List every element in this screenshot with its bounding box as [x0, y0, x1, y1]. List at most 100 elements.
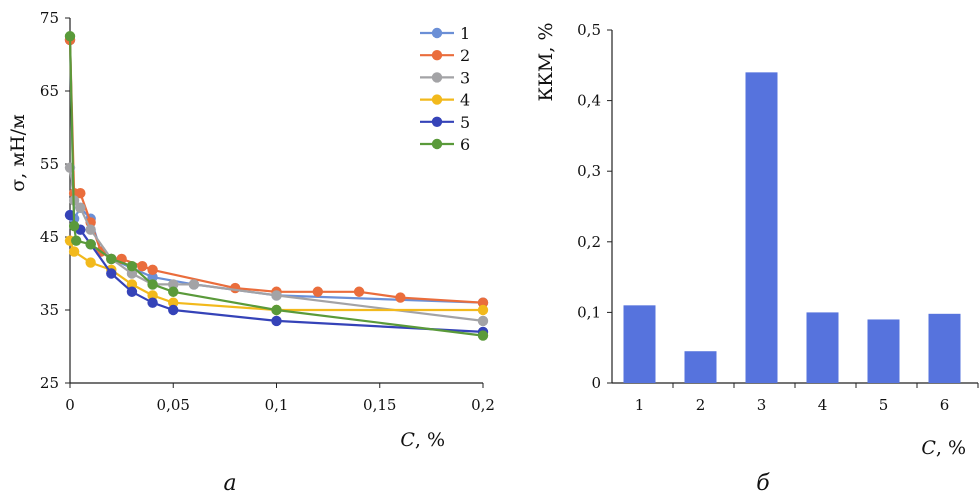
x-axis-unit: , % [936, 437, 966, 459]
legend-label: 1 [460, 24, 470, 43]
legend-marker [431, 138, 443, 150]
series-line [68, 36, 484, 337]
y-tick-label: 0,1 [577, 303, 601, 321]
y-tick-label: 0,2 [577, 233, 601, 251]
bar-6 [928, 313, 961, 383]
data-point [147, 297, 158, 308]
data-point [85, 257, 96, 268]
legend-marker [431, 27, 443, 39]
y-tick-label: 0,5 [577, 21, 601, 39]
data-point [64, 209, 76, 221]
y-tick-label: 45 [40, 228, 59, 246]
data-point [168, 279, 179, 290]
data-point [312, 286, 323, 297]
panel-label: а [223, 471, 236, 496]
y-tick-label: 0 [591, 374, 601, 392]
data-point [68, 246, 80, 257]
data-point [75, 202, 86, 213]
data-point [70, 235, 82, 246]
data-point [230, 282, 241, 294]
data-point [271, 304, 282, 316]
legend-marker [431, 116, 443, 128]
x-axis-label: C, % [400, 429, 445, 451]
data-point [106, 268, 117, 279]
data-point [147, 279, 158, 290]
line-chart-series [64, 31, 489, 341]
legend-label: 4 [460, 91, 470, 110]
data-point [137, 261, 148, 272]
legend-item-4: 4 [420, 91, 470, 110]
data-point [271, 290, 282, 301]
data-point [68, 220, 80, 232]
x-tick-label: 6 [940, 396, 950, 414]
legend-label: 5 [460, 113, 470, 132]
series-5 [64, 209, 489, 338]
data-point [126, 261, 138, 272]
y-tick-label: 55 [40, 155, 59, 173]
data-point [106, 253, 117, 265]
bar-2 [684, 351, 717, 383]
x-axis-variable: C [400, 429, 415, 451]
data-point [126, 286, 138, 297]
legend-item-6: 6 [420, 135, 470, 154]
legend-label: 3 [460, 68, 470, 87]
data-point [126, 268, 138, 279]
data-point [147, 264, 158, 276]
legend-marker [431, 50, 443, 61]
y-tick-label: 35 [40, 301, 59, 319]
legend-item-2: 2 [420, 46, 470, 65]
data-point [147, 290, 158, 301]
data-point [168, 286, 179, 297]
data-point [353, 286, 365, 297]
legend-marker [431, 72, 443, 83]
legend-item-5: 5 [420, 113, 470, 132]
x-axis-unit: , % [415, 429, 445, 451]
y-tick-label: 0,3 [577, 162, 601, 180]
x-tick-label: 0,15 [363, 396, 396, 414]
legend: 1 2 3 4 5 6 [420, 24, 470, 154]
x-tick-label: 1 [635, 396, 645, 414]
data-point [85, 239, 96, 250]
x-tick-label: 2 [696, 396, 706, 414]
data-point [168, 304, 179, 316]
data-point [477, 297, 489, 308]
data-point [477, 304, 489, 316]
bar-3 [745, 72, 778, 384]
x-tick-label: 0 [65, 396, 75, 414]
legend-item-3: 3 [420, 68, 470, 87]
y-axis-label: ККМ, % [535, 23, 557, 102]
y-tick-label: 75 [40, 9, 59, 27]
data-point [75, 188, 86, 199]
bar-chart-panel: 0 0,1 0,2 0,3 0,4 0,5 1 2 3 4 5 6 ККМ, % C, % б [535, 21, 979, 496]
panel-label: б [756, 471, 770, 496]
x-tick-label: 0,2 [471, 396, 495, 414]
y-tick-label: 0,4 [577, 92, 601, 110]
y-tick-label: 25 [40, 374, 59, 392]
data-point [85, 224, 96, 235]
data-point [271, 315, 282, 327]
x-tick-label: 4 [818, 396, 828, 414]
data-point [188, 279, 200, 290]
y-tick-label: 65 [40, 82, 59, 100]
x-tick-label: 5 [879, 396, 889, 414]
data-point [64, 31, 76, 42]
bar-1 [623, 305, 656, 383]
y-axis-label: σ, мН/м [7, 114, 29, 192]
bar-4 [806, 312, 839, 383]
data-point [477, 315, 489, 327]
x-tick-label: 0,1 [265, 396, 289, 414]
data-point [126, 279, 138, 290]
series-6 [64, 31, 489, 341]
x-tick-label: 0,05 [157, 396, 190, 414]
legend-marker [431, 94, 443, 105]
data-point [477, 330, 489, 341]
data-point [395, 292, 406, 303]
data-point [168, 297, 179, 308]
legend-item-1: 1 [420, 24, 470, 43]
bar-chart-axes: 0 0,1 0,2 0,3 0,4 0,5 1 2 3 4 5 6 [577, 21, 979, 414]
legend-label: 2 [460, 46, 470, 65]
x-tick-label: 3 [757, 396, 767, 414]
